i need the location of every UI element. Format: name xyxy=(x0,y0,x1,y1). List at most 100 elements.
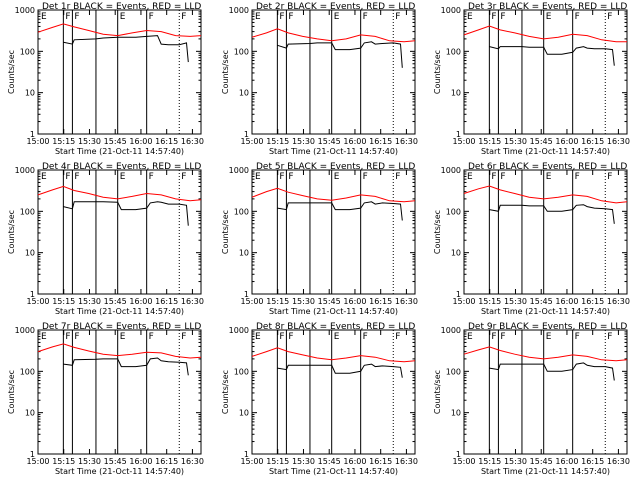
x-tick-label: 15:15 xyxy=(52,457,75,466)
y-tick-label: 1000 xyxy=(229,326,249,335)
event-marker-label: E xyxy=(120,332,126,342)
x-tick-label: 15:45 xyxy=(530,297,553,306)
x-tick-label: 15:00 xyxy=(452,297,475,306)
panel-title: Det 5r BLACK = Events, RED = LLD xyxy=(256,162,415,172)
event-marker-label: F xyxy=(74,172,79,182)
event-marker-label: F xyxy=(74,332,79,342)
x-tick-label: 15:15 xyxy=(478,297,501,306)
event-marker-label: F xyxy=(363,12,368,22)
x-tick-label: 15:00 xyxy=(240,137,263,146)
y-tick-label: 1 xyxy=(244,130,249,139)
x-tick-label: 15:00 xyxy=(452,137,475,146)
event-marker-label: E xyxy=(467,172,473,182)
y-tick-label: 1000 xyxy=(229,6,249,15)
y-tick-label: 10 xyxy=(239,249,249,258)
event-marker-label: F xyxy=(288,332,293,342)
x-tick-label: 16:30 xyxy=(607,137,630,146)
x-tick-label: 16:15 xyxy=(581,457,604,466)
lld-series-line xyxy=(37,343,202,359)
x-tick-label: 16:00 xyxy=(343,297,366,306)
events-series-line xyxy=(489,362,615,381)
x-tick-label: 15:00 xyxy=(452,457,475,466)
x-tick-label: 16:15 xyxy=(369,297,392,306)
events-series-line xyxy=(63,35,189,63)
y-tick-label: 1000 xyxy=(15,326,35,335)
x-tick-label: 15:30 xyxy=(292,457,315,466)
x-tick-label: 16:00 xyxy=(343,457,366,466)
x-tick-label: 15:15 xyxy=(478,457,501,466)
event-marker-label: F xyxy=(575,172,580,182)
x-axis-label: Start Time (21-Oct-11 14:57:40) xyxy=(55,147,184,156)
y-tick-label: 1000 xyxy=(441,6,461,15)
event-marker-label: F xyxy=(149,12,154,22)
events-series-line xyxy=(489,46,615,66)
event-marker-label: F xyxy=(575,332,580,342)
events-series-line xyxy=(63,357,189,376)
x-tick-label: 15:45 xyxy=(530,137,553,146)
y-tick-label: 1 xyxy=(30,130,35,139)
event-marker-label: F xyxy=(65,332,70,342)
y-tick-label: 1 xyxy=(456,130,461,139)
event-marker-label: F xyxy=(65,172,70,182)
panel-title: Det 4r BLACK = Events, RED = LLD xyxy=(42,162,201,172)
y-tick-label: 1000 xyxy=(441,326,461,335)
x-tick-label: 16:30 xyxy=(395,457,418,466)
event-marker-label: F xyxy=(181,332,186,342)
event-marker-label: F xyxy=(395,332,400,342)
event-marker-label: F xyxy=(607,172,612,182)
y-tick-label: 100 xyxy=(234,47,249,56)
panel-title: Det 7r BLACK = Events, RED = LLD xyxy=(42,322,201,332)
event-marker-label: F xyxy=(500,332,505,342)
x-tick-label: 15:00 xyxy=(240,297,263,306)
x-tick-label: 16:15 xyxy=(369,457,392,466)
event-marker-label: F xyxy=(65,12,70,22)
panel-title: Det 6r BLACK = Events, RED = LLD xyxy=(468,162,627,172)
event-marker-label: E xyxy=(467,12,473,22)
event-marker-label: F xyxy=(395,12,400,22)
x-tick-label: 15:30 xyxy=(292,137,315,146)
y-tick-label: 1 xyxy=(456,290,461,299)
event-marker-label: F xyxy=(363,172,368,182)
x-tick-label: 15:30 xyxy=(504,137,527,146)
y-axis-label: Counts/sec xyxy=(7,50,16,94)
y-tick-label: 1 xyxy=(30,290,35,299)
event-marker-label: E xyxy=(334,172,340,182)
x-axis-label: Start Time (21-Oct-11 14:57:40) xyxy=(269,147,398,156)
x-axis-label: Start Time (21-Oct-11 14:57:40) xyxy=(269,467,398,476)
x-tick-label: 15:30 xyxy=(292,297,315,306)
panel-title: Det 1r BLACK = Events, RED = LLD xyxy=(42,2,201,12)
event-marker-label: E xyxy=(41,172,47,182)
y-tick-label: 10 xyxy=(25,249,35,258)
y-tick-label: 10 xyxy=(25,89,35,98)
x-axis-label: Start Time (21-Oct-11 14:57:40) xyxy=(55,307,184,316)
event-marker-label: F xyxy=(607,12,612,22)
event-marker-label: F xyxy=(149,172,154,182)
x-tick-label: 15:30 xyxy=(78,457,101,466)
event-marker-label: F xyxy=(149,332,154,342)
x-axis-label: Start Time (21-Oct-11 14:57:40) xyxy=(481,147,610,156)
x-tick-label: 15:45 xyxy=(104,457,127,466)
x-tick-label: 15:00 xyxy=(240,457,263,466)
y-tick-label: 100 xyxy=(20,367,35,376)
lld-series-line xyxy=(37,23,202,37)
x-tick-label: 16:15 xyxy=(155,457,178,466)
x-tick-label: 15:00 xyxy=(26,457,49,466)
y-tick-label: 100 xyxy=(234,207,249,216)
lld-series-line xyxy=(463,25,627,43)
x-tick-label: 16:30 xyxy=(395,137,418,146)
x-tick-label: 16:30 xyxy=(395,297,418,306)
x-tick-label: 15:30 xyxy=(78,297,101,306)
lld-series-line xyxy=(251,187,416,203)
event-marker-label: F xyxy=(279,172,284,182)
x-tick-label: 16:30 xyxy=(181,457,204,466)
y-tick-label: 1 xyxy=(244,290,249,299)
x-tick-label: 15:30 xyxy=(78,137,101,146)
x-axis-label: Start Time (21-Oct-11 14:57:40) xyxy=(269,307,398,316)
panel-title: Det 8r BLACK = Events, RED = LLD xyxy=(256,322,415,332)
plot-frame xyxy=(251,9,416,135)
event-marker-label: F xyxy=(395,172,400,182)
x-tick-label: 16:00 xyxy=(555,457,578,466)
y-tick-label: 1000 xyxy=(15,6,35,15)
y-axis-label: Counts/sec xyxy=(433,370,442,414)
